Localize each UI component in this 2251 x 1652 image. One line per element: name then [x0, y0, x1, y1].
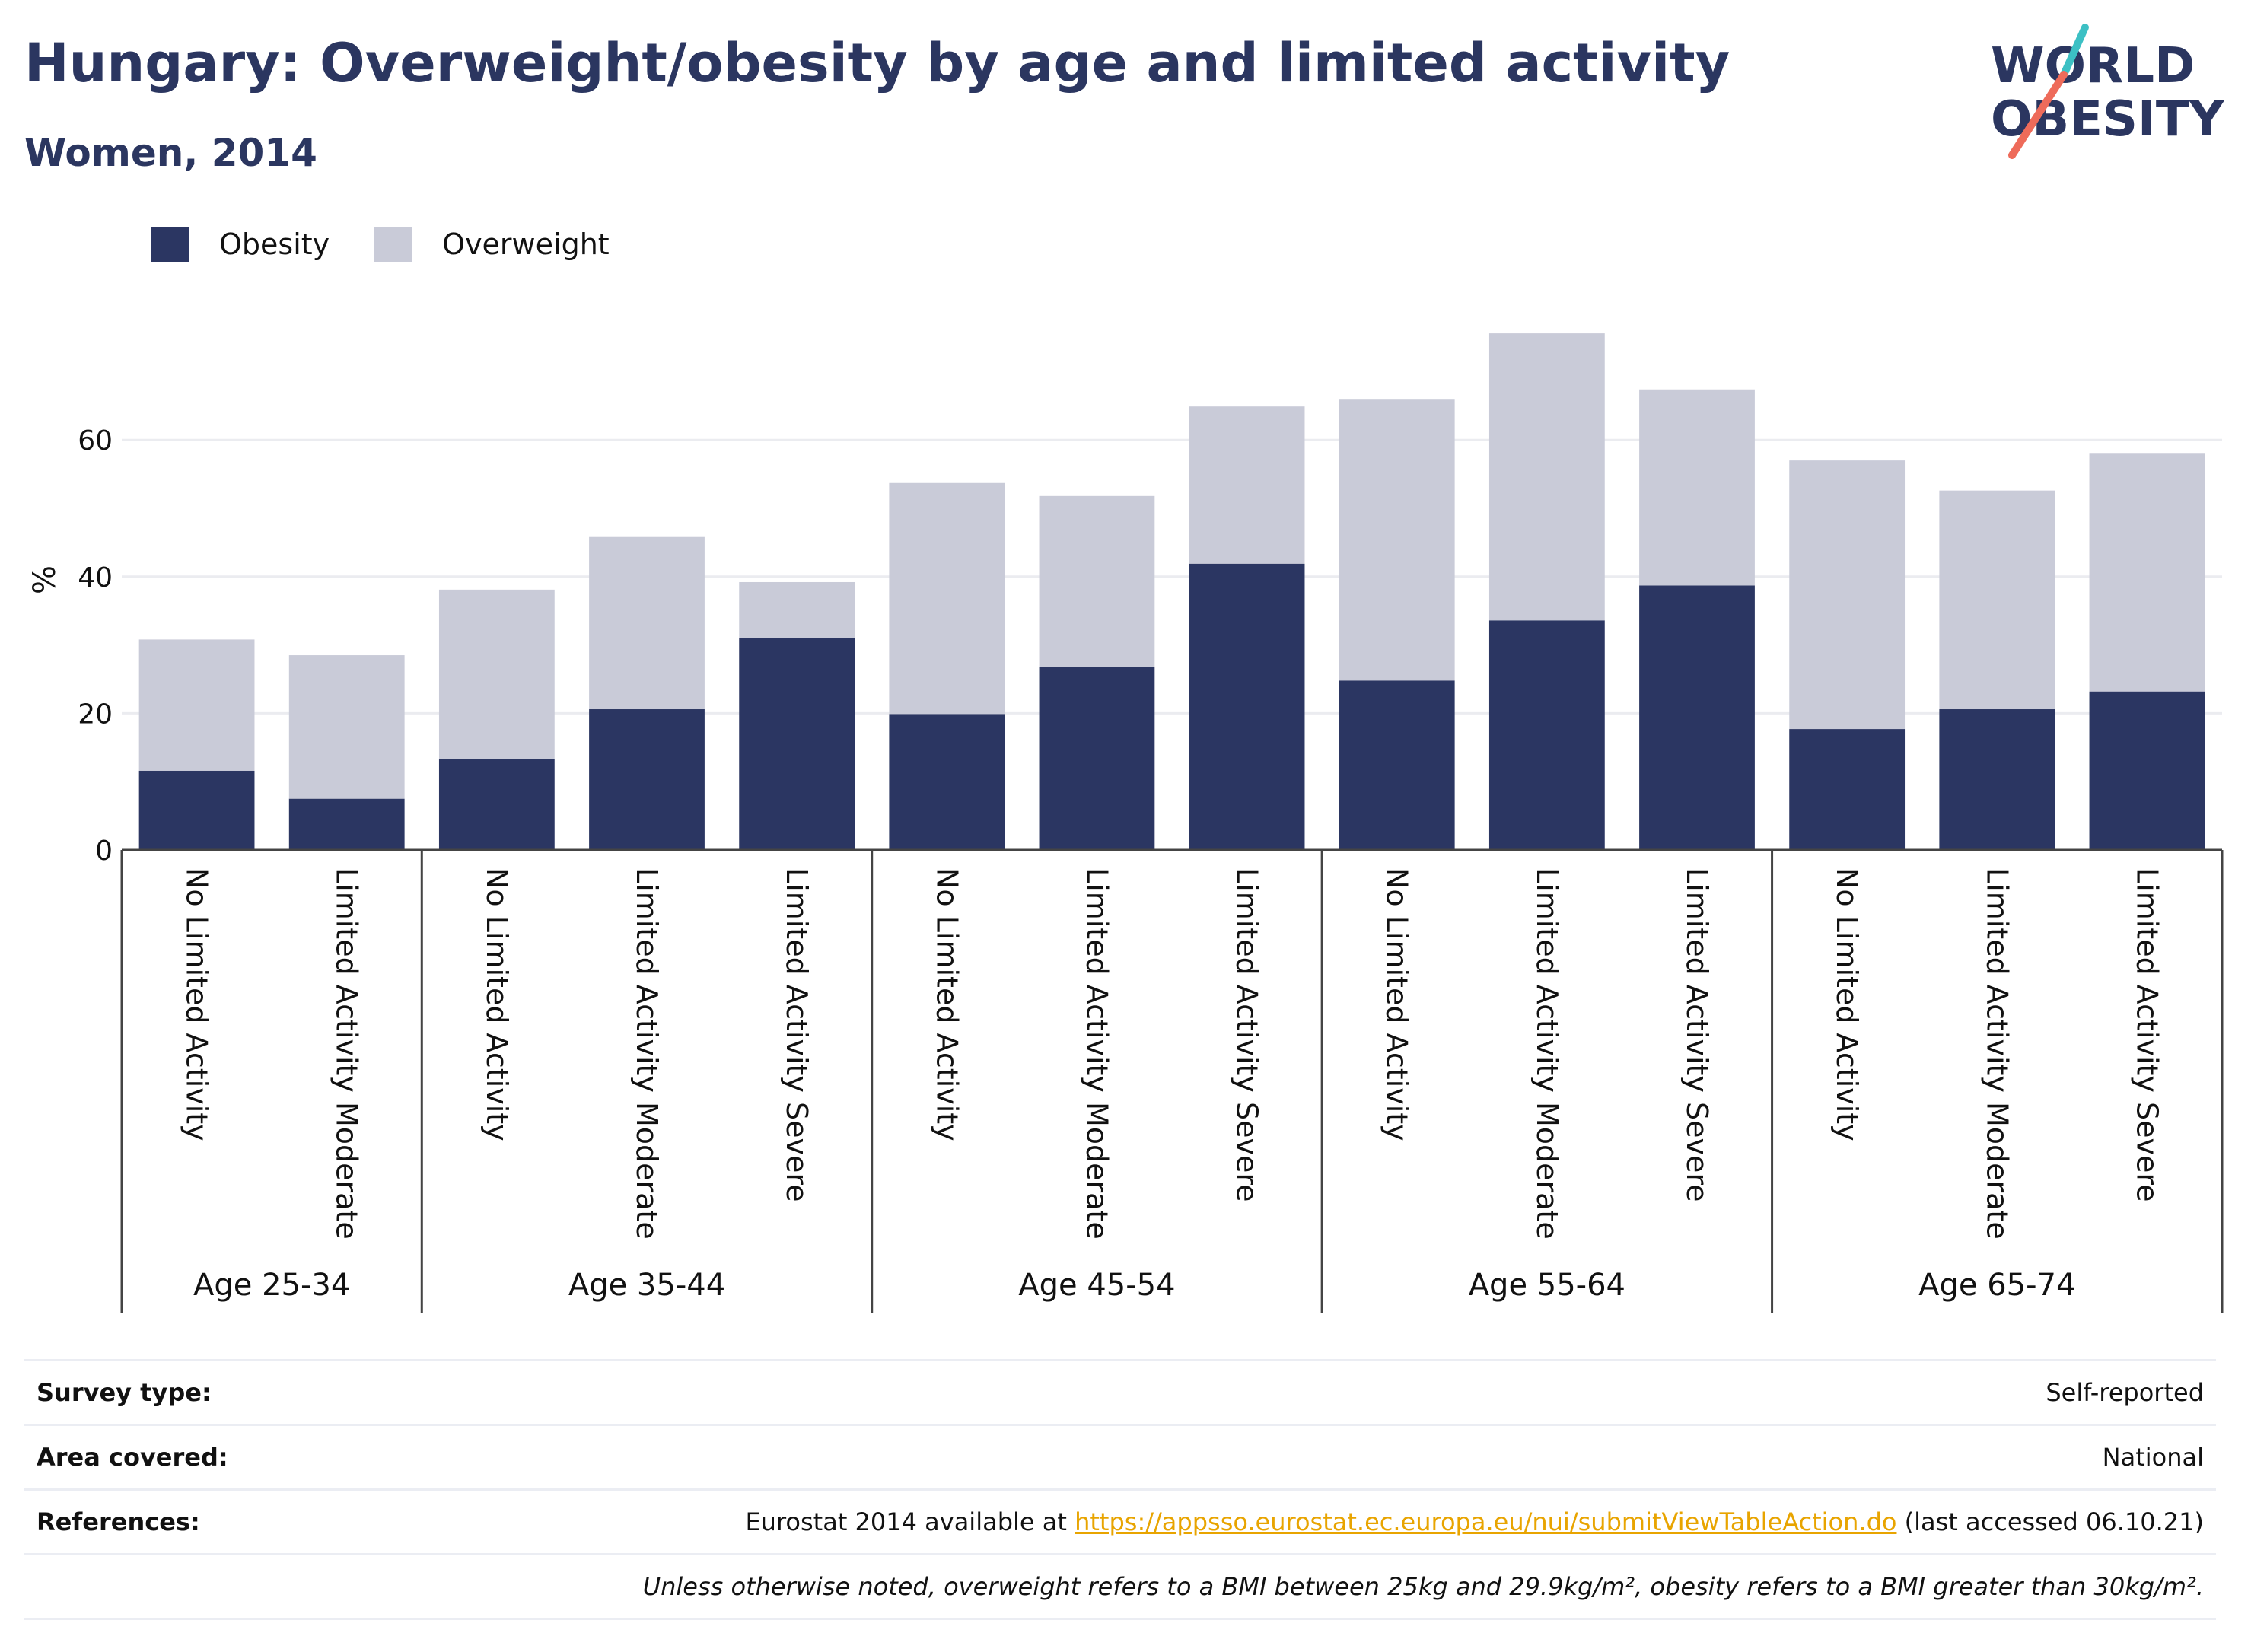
info-row-note: Unless otherwise noted, overweight refer… — [24, 1553, 2216, 1620]
references-value: Eurostat 2014 available at https://appss… — [745, 1507, 2204, 1536]
bars — [138, 333, 2205, 850]
category-label: Limited Activity Severe — [1231, 867, 1264, 1202]
survey-type-label: Survey type: — [37, 1378, 212, 1407]
area-covered-label: Area covered: — [37, 1443, 228, 1472]
y-tick-label: 20 — [78, 699, 113, 730]
category-label: Limited Activity Moderate — [1980, 867, 2014, 1240]
references-prefix: Eurostat 2014 available at — [745, 1507, 1067, 1536]
bar-overweight — [1639, 389, 1755, 586]
category-label: No Limited Activity — [1830, 867, 1864, 1141]
bar-overweight — [138, 639, 255, 771]
bar-obesity — [1488, 620, 1605, 850]
world-obesity-logo: WORLD OBESITY — [1991, 24, 2224, 159]
references-suffix: (last accessed 06.10.21) — [1904, 1507, 2204, 1536]
group-label: Age 45-54 — [1018, 1268, 1175, 1303]
category-label: Limited Activity Severe — [780, 867, 813, 1202]
bar-obesity — [288, 798, 405, 850]
category-label: No Limited Activity — [930, 867, 963, 1141]
bar-obesity — [438, 759, 555, 850]
y-tick-label: 0 — [95, 836, 113, 867]
category-label: Limited Activity Moderate — [630, 867, 664, 1240]
legend-swatch-obesity — [151, 227, 189, 262]
bar-obesity — [2089, 691, 2205, 850]
category-label: Limited Activity Moderate — [330, 867, 364, 1240]
y-tick-label: 40 — [78, 562, 113, 594]
bar-obesity — [1189, 563, 1305, 850]
group-label: Age 35-44 — [568, 1268, 725, 1303]
bar-overweight — [1488, 333, 1605, 621]
category-label: No Limited Activity — [480, 867, 514, 1141]
category-label: Limited Activity Severe — [2130, 867, 2163, 1202]
bar-overweight — [1939, 490, 2055, 710]
group-label: Age 55-64 — [1469, 1268, 1625, 1303]
info-row-area: Area covered: National — [24, 1424, 2216, 1488]
logo-line1: WORLD — [1991, 38, 2195, 94]
logo-slash-coral — [2008, 71, 2068, 159]
bar-obesity — [1339, 680, 1455, 850]
chart-legend: Obesity Overweight — [151, 227, 654, 262]
chart-title: Hungary: Overweight/obesity by age and l… — [24, 32, 1730, 94]
group-label: Age 65-74 — [1918, 1268, 2075, 1303]
y-axis-label: % — [27, 565, 62, 594]
bar-obesity — [1939, 709, 2055, 850]
category-label: No Limited Activity — [180, 867, 214, 1141]
bar-overweight — [438, 589, 555, 759]
legend-label-obesity: Obesity — [219, 228, 330, 261]
logo-slash-teal — [2060, 24, 2089, 78]
y-tick-label: 60 — [78, 425, 113, 457]
category-label: Limited Activity Moderate — [1530, 867, 1564, 1240]
bar-obesity — [1039, 667, 1155, 850]
bar-overweight — [739, 581, 855, 638]
grid-lines — [122, 438, 2222, 715]
category-label: Limited Activity Severe — [1680, 867, 1714, 1202]
references-link[interactable]: https://appsso.eurostat.ec.europa.eu/nui… — [1075, 1507, 1897, 1536]
category-label: No Limited Activity — [1380, 867, 1414, 1141]
bar-obesity — [589, 709, 705, 850]
bar-overweight — [1189, 406, 1305, 564]
bar-overweight — [589, 536, 705, 710]
survey-type-value: Self-reported — [2046, 1378, 2204, 1407]
bmi-note: Unless otherwise noted, overweight refer… — [642, 1572, 2204, 1601]
bar-obesity — [739, 638, 855, 850]
bar-overweight — [1039, 495, 1155, 667]
legend-item-obesity: Obesity — [151, 227, 330, 262]
legend-label-overweight: Overweight — [442, 228, 610, 261]
bar-obesity — [138, 770, 255, 850]
legend-item-overweight: Overweight — [374, 227, 610, 262]
area-covered-value: National — [2102, 1443, 2204, 1472]
bar-overweight — [889, 482, 1005, 715]
info-row-survey-type: Survey type: Self-reported — [24, 1359, 2216, 1424]
references-label: References: — [37, 1507, 200, 1536]
info-row-references: References: Eurostat 2014 available at h… — [24, 1488, 2216, 1553]
bar-obesity — [1639, 585, 1755, 850]
axes: 0 20 40 60 — [78, 425, 2224, 1313]
bar-overweight — [1789, 460, 1906, 730]
info-table: Survey type: Self-reported Area covered:… — [24, 1359, 2216, 1620]
bar-overweight — [1339, 399, 1455, 681]
legend-swatch-overweight — [374, 227, 412, 262]
chart-subtitle: Women, 2014 — [24, 131, 317, 175]
category-label: Limited Activity Moderate — [1080, 867, 1113, 1240]
bar-overweight — [288, 655, 405, 799]
category-labels: Age 25-34 Age 35-44 Age 45-54 Age 55-64 Age … — [180, 867, 2164, 1303]
bar-overweight — [2089, 453, 2205, 692]
bar-obesity — [889, 714, 1005, 850]
group-label: Age 25-34 — [193, 1268, 350, 1303]
logo-line2: OBESITY — [1991, 91, 2224, 148]
bar-obesity — [1789, 729, 1906, 850]
